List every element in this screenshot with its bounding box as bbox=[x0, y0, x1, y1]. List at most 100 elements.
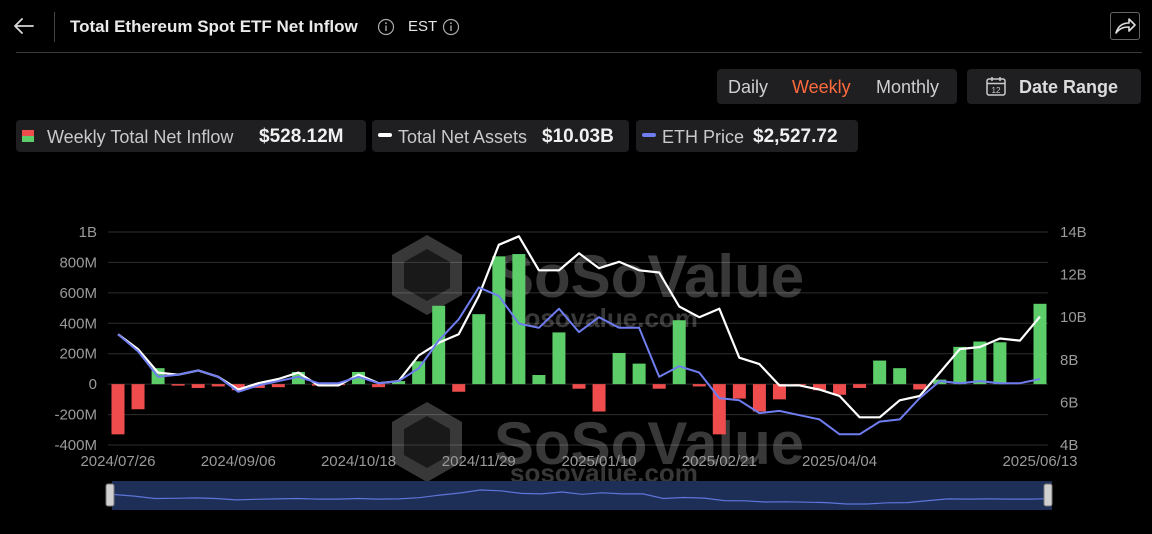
inflow-bar bbox=[712, 384, 726, 435]
calendar-icon: 12 bbox=[986, 77, 1006, 96]
inflow-bar bbox=[732, 384, 746, 399]
inflow-bar bbox=[973, 341, 987, 385]
inflow-bar bbox=[191, 384, 205, 388]
share-icon bbox=[1115, 18, 1136, 34]
inflow-bar bbox=[873, 360, 887, 385]
inflow-bar bbox=[111, 384, 125, 435]
period-selector: Daily Weekly Monthly bbox=[717, 69, 957, 104]
lines bbox=[117, 235, 1041, 436]
eth-price-swatch bbox=[642, 133, 656, 137]
inflow-bar bbox=[492, 256, 506, 385]
inflow-bar bbox=[432, 305, 446, 385]
inflow-bar bbox=[612, 352, 626, 385]
date-range-label: Date Range bbox=[1019, 77, 1119, 97]
legend-value: $2,527.72 bbox=[753, 126, 838, 147]
inflow-bar bbox=[372, 384, 386, 388]
share-button[interactable] bbox=[1110, 12, 1140, 40]
net-inflow-swatch bbox=[22, 130, 34, 142]
inflow-bar bbox=[652, 384, 666, 389]
inflow-bar bbox=[512, 254, 526, 385]
inflow-bar bbox=[532, 375, 546, 385]
net-assets-line bbox=[117, 235, 1041, 419]
y-left-tick-label: 800M bbox=[59, 254, 97, 271]
watermark-url: sosovalue.com bbox=[510, 303, 698, 333]
inflow-bar bbox=[452, 384, 466, 392]
inflow-bar bbox=[953, 346, 967, 385]
inflow-chart[interactable]: SoSoValue sosovalue.com SoSoValue sosova… bbox=[0, 215, 1152, 527]
x-tick-label: 2024/11/29 bbox=[442, 453, 516, 470]
bars bbox=[111, 254, 1047, 435]
period-monthly[interactable]: Monthly bbox=[876, 77, 940, 97]
legend-net-inflow[interactable]: Weekly Total Net Inflow $528.12M bbox=[16, 120, 366, 152]
y-right-tick-label: 4B bbox=[1060, 437, 1078, 454]
inflow-bar bbox=[472, 314, 486, 385]
header-rule bbox=[16, 52, 1142, 53]
y-left-tick-label: -400M bbox=[54, 437, 97, 454]
legend-name: Total Net Assets bbox=[398, 127, 528, 147]
x-tick-label: 2025/06/13 bbox=[1002, 453, 1077, 470]
info-icon[interactable] bbox=[377, 18, 395, 36]
period-weekly[interactable]: Weekly bbox=[792, 77, 851, 97]
inflow-bar bbox=[993, 342, 1007, 385]
header-divider bbox=[54, 12, 55, 42]
x-tick-label: 2025/04/04 bbox=[802, 453, 877, 470]
inflow-bar bbox=[392, 381, 406, 385]
inflow-bar bbox=[231, 384, 245, 391]
navigator-line bbox=[113, 489, 1051, 505]
inflow-bar bbox=[412, 361, 426, 385]
navigator-handle bbox=[105, 483, 115, 507]
page-title: Total Ethereum Spot ETF Net Inflow bbox=[70, 17, 358, 36]
x-tick-label: 2024/10/18 bbox=[321, 453, 396, 470]
x-tick-label: 2025/01/10 bbox=[562, 453, 637, 470]
navigator-handle bbox=[1043, 483, 1053, 507]
legend-value: $10.03B bbox=[542, 126, 614, 147]
calendar-day: 12 bbox=[992, 86, 1001, 95]
legend-eth-price[interactable]: ETH Price $2,527.72 bbox=[636, 120, 858, 152]
y-left-tick-label: 0 bbox=[89, 376, 97, 393]
y-right-tick-label: 10B bbox=[1060, 309, 1087, 326]
inflow-bar bbox=[853, 384, 867, 388]
timezone-info-icon[interactable] bbox=[442, 18, 460, 36]
y-right-tick-label: 14B bbox=[1060, 224, 1087, 241]
inflow-bar bbox=[692, 384, 706, 387]
grid bbox=[108, 231, 1048, 446]
legend-net-assets[interactable]: Total Net Assets $10.03B bbox=[372, 120, 629, 152]
y-left-tick-label: 600M bbox=[59, 285, 97, 302]
legend-value: $528.12M bbox=[259, 126, 344, 147]
inflow-bar bbox=[893, 368, 907, 385]
period-daily[interactable]: Daily bbox=[728, 77, 769, 97]
y-left-tick-label: -200M bbox=[54, 407, 97, 424]
y-left-tick-label: 1B bbox=[79, 224, 97, 241]
back-arrow-icon[interactable] bbox=[12, 14, 36, 38]
timezone-label: EST bbox=[408, 18, 438, 35]
legend-name: Weekly Total Net Inflow bbox=[47, 127, 234, 147]
inflow-bar bbox=[752, 384, 766, 412]
y-right-tick-label: 8B bbox=[1060, 352, 1078, 369]
inflow-bar bbox=[632, 363, 646, 385]
inflow-bar bbox=[131, 384, 145, 410]
inflow-bar bbox=[833, 384, 847, 395]
watermark-brand: SoSoValue bbox=[494, 243, 804, 310]
inflow-bar bbox=[271, 384, 285, 388]
inflow-bar bbox=[913, 384, 927, 390]
y-right-tick-label: 12B bbox=[1060, 267, 1087, 284]
net-assets-swatch bbox=[378, 133, 392, 137]
y-right-tick-label: 6B bbox=[1060, 394, 1078, 411]
inflow-bar bbox=[211, 384, 225, 387]
header: Total Ethereum Spot ETF Net Inflow EST bbox=[0, 0, 1152, 54]
inflow-bar bbox=[772, 384, 786, 400]
watermark: SoSoValue sosovalue.com SoSoValue sosova… bbox=[392, 235, 804, 488]
navigator-track bbox=[112, 481, 1052, 510]
x-tick-label: 2024/07/26 bbox=[80, 453, 155, 470]
date-range-button[interactable]: 12 Date Range bbox=[967, 69, 1141, 104]
legend-name: ETH Price bbox=[662, 127, 745, 147]
inflow-bar bbox=[813, 384, 827, 391]
inflow-bar bbox=[1033, 303, 1047, 385]
inflow-bar bbox=[572, 384, 586, 389]
axis-labels: -400M -200M 0 200M 400M 600M 800M 1B 4B 6B 8B 10B 12… bbox=[54, 224, 1086, 470]
inflow-bar bbox=[171, 384, 185, 386]
x-tick-label: 2024/09/06 bbox=[201, 453, 276, 470]
y-left-tick-label: 400M bbox=[59, 315, 97, 332]
range-navigator[interactable] bbox=[105, 481, 1053, 510]
y-left-tick-label: 200M bbox=[59, 346, 97, 363]
